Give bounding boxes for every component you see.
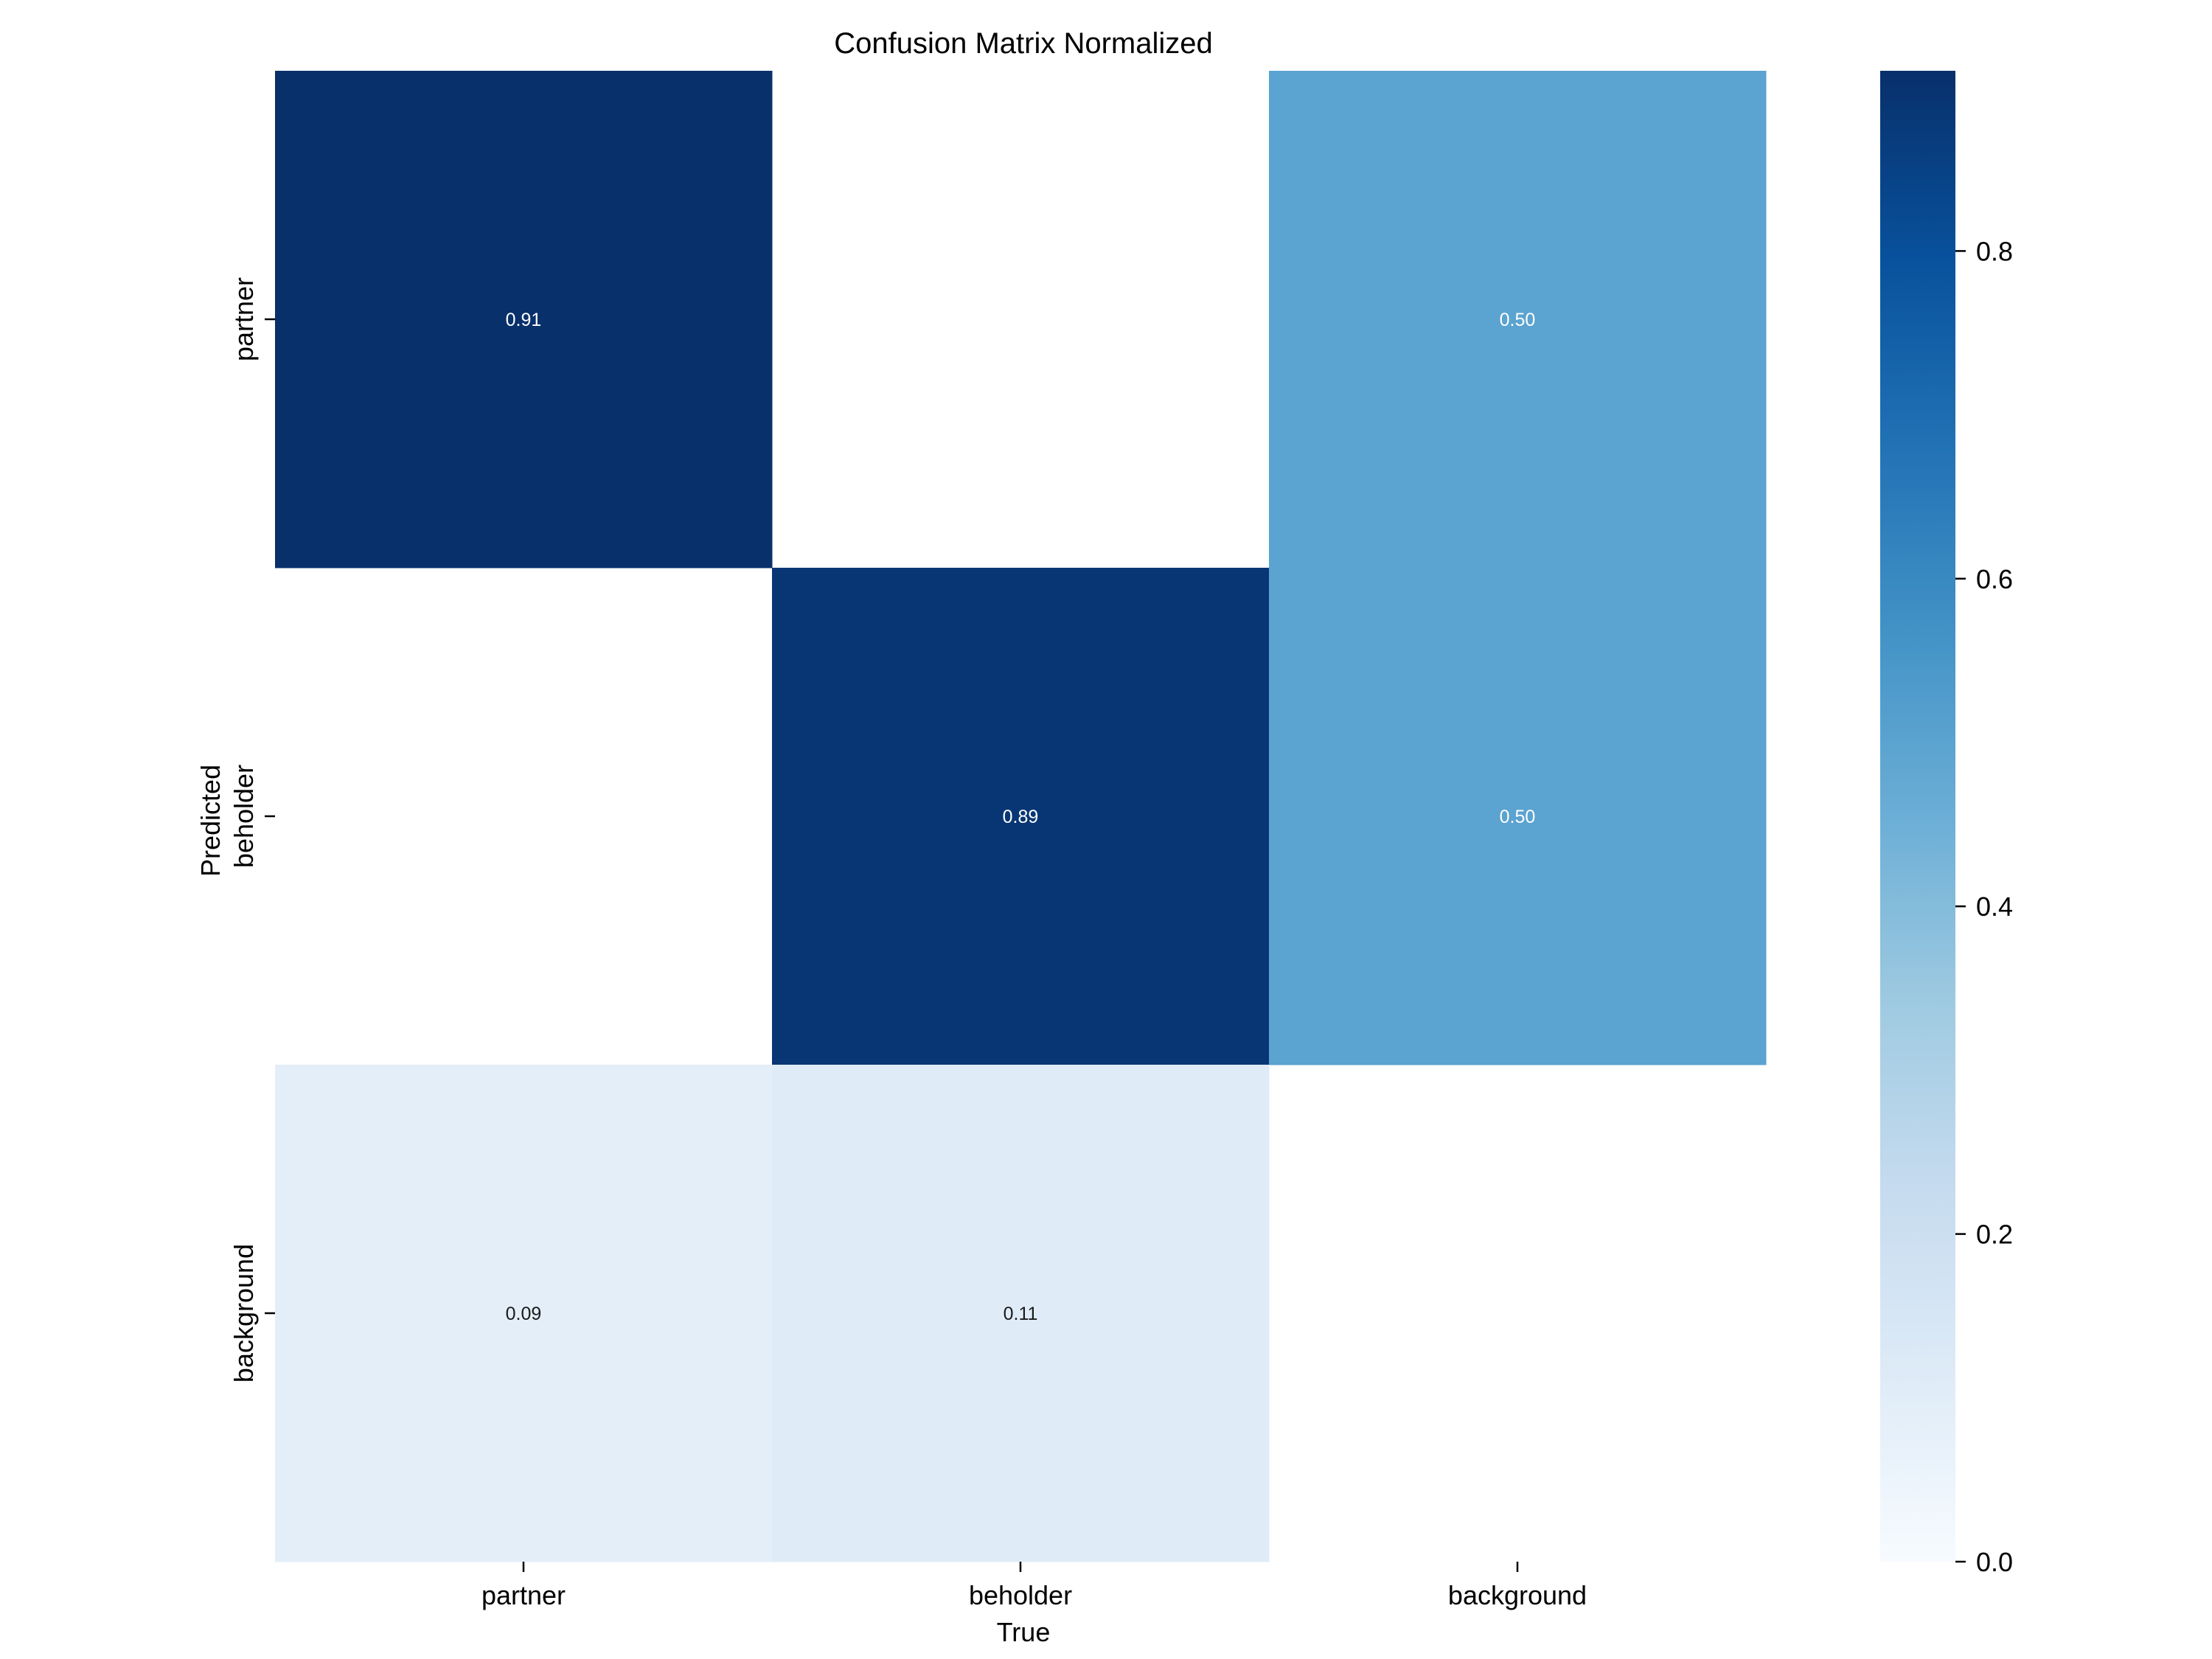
y-axis: partner beholder background xyxy=(229,277,275,1382)
y-tick-label: beholder xyxy=(229,765,259,868)
y-tick-label: background xyxy=(229,1244,259,1382)
colorbar-tick-label: 0.6 xyxy=(1976,564,2013,594)
heatmap-cell xyxy=(1269,71,1767,568)
colorbar-tick-label: 0.2 xyxy=(1976,1220,2013,1250)
heatmap-cell xyxy=(1269,568,1767,1065)
colorbar: 0.0 0.2 0.4 0.6 0.8 xyxy=(1880,71,2013,1577)
heatmap-cell xyxy=(275,1065,773,1562)
y-tick-label: partner xyxy=(229,277,259,361)
cell-value-label: 0.50 xyxy=(1500,807,1536,827)
cell-value-label: 0.91 xyxy=(506,310,542,330)
heatmap-cell xyxy=(275,71,773,568)
colorbar-tick-label: 0.8 xyxy=(1976,236,2013,266)
cell-value-label: 0.50 xyxy=(1500,310,1536,330)
colorbar-tick-label: 0.4 xyxy=(1976,891,2013,922)
cell-value-label: 0.09 xyxy=(506,1304,542,1324)
x-tick-label: beholder xyxy=(969,1580,1072,1610)
heatmap-cell xyxy=(772,1065,1270,1562)
cell-value-label: 0.11 xyxy=(1004,1304,1038,1324)
chart-title: Confusion Matrix Normalized xyxy=(834,27,1213,60)
heatmap-cell xyxy=(772,568,1270,1065)
x-axis-label: True xyxy=(997,1617,1051,1647)
y-axis-label: Predicted xyxy=(195,765,226,877)
colorbar-gradient xyxy=(1880,71,1955,1562)
cell-labels: 0.91 0.50 0.89 0.50 0.09 0.11 xyxy=(506,310,1536,1324)
x-tick-label: background xyxy=(1448,1580,1587,1610)
heatmap-cells xyxy=(275,71,1767,1562)
colorbar-tick-label: 0.0 xyxy=(1976,1547,2013,1577)
x-axis: partner beholder background xyxy=(481,1562,1587,1610)
cell-value-label: 0.89 xyxy=(1003,807,1039,827)
x-tick-label: partner xyxy=(481,1580,566,1610)
